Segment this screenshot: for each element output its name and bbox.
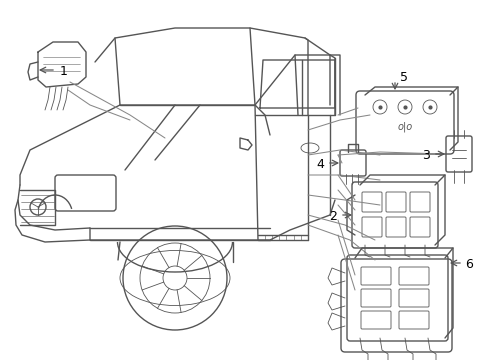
Text: 6: 6: [465, 257, 473, 270]
Text: 3: 3: [422, 149, 430, 162]
Text: o|o: o|o: [397, 122, 413, 132]
Text: 4: 4: [316, 158, 324, 171]
Text: 2: 2: [329, 210, 337, 222]
Text: 1: 1: [60, 64, 68, 77]
Text: 5: 5: [400, 71, 408, 84]
